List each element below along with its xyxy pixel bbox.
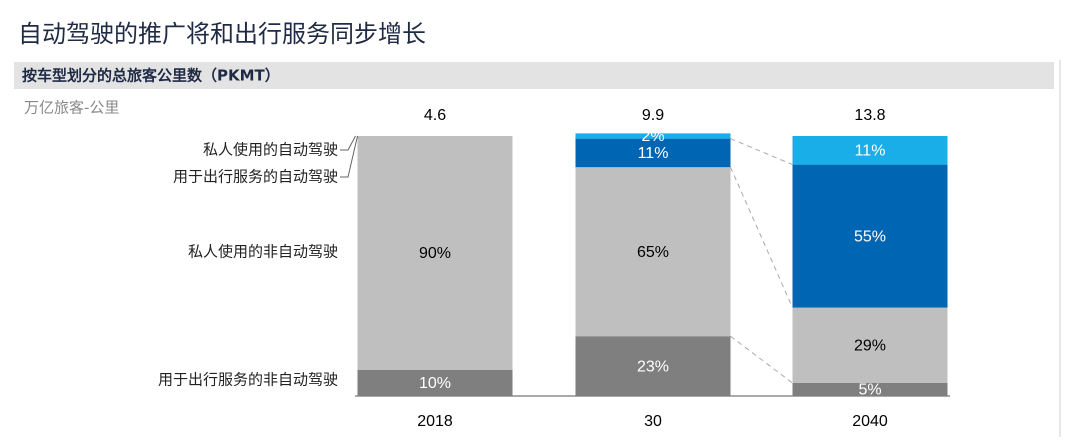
- legend-label: 用于出行服务的非自动驾驶: [158, 371, 338, 389]
- x-tick-label: 2018: [417, 413, 453, 430]
- legend-label: 私人使用的自动驾驶: [203, 141, 338, 159]
- value-label: 10%: [419, 375, 451, 392]
- value-label: 29%: [854, 338, 886, 355]
- value-label: 11%: [638, 145, 669, 162]
- bar-segment: [792, 136, 948, 165]
- value-label: 11%: [855, 143, 886, 160]
- value-label: 55%: [854, 228, 886, 245]
- connector: [730, 138, 793, 166]
- total-label: 13.8: [854, 107, 885, 124]
- value-label: 2%: [641, 128, 664, 145]
- x-tick-label: 2040: [852, 413, 888, 430]
- bar-segment: [792, 307, 948, 383]
- leader-line: [340, 135, 358, 178]
- value-label: 23%: [637, 358, 669, 375]
- bar-segment: [575, 336, 731, 396]
- value-label: 90%: [419, 245, 451, 262]
- bar-segment: [575, 167, 731, 337]
- subtitle: 按车型划分的总旅客公里数（PKMT）: [22, 67, 280, 85]
- total-label: 9.9: [642, 107, 664, 124]
- bar-segment: [575, 138, 731, 168]
- bar-segment: [357, 370, 513, 396]
- connector: [730, 335, 793, 384]
- chart-title: 自动驾驶的推广将和出行服务同步增长: [18, 20, 426, 48]
- bar-segment: [792, 164, 948, 308]
- total-label: 4.6: [424, 107, 446, 124]
- bar-segment: [792, 383, 948, 396]
- value-label: 65%: [637, 244, 669, 261]
- bar-segment: [575, 133, 731, 139]
- legend-label: 私人使用的非自动驾驶: [188, 243, 338, 261]
- x-tick-label: 30: [644, 413, 662, 430]
- bar-segment: [357, 136, 513, 370]
- leader-line: [340, 135, 356, 151]
- subtitle-band: [14, 62, 1054, 89]
- value-label: 5%: [858, 382, 881, 399]
- connector: [730, 166, 793, 308]
- legend-label: 用于出行服务的自动驾驶: [173, 168, 338, 186]
- y-axis-label: 万亿旅客-公里: [24, 99, 119, 117]
